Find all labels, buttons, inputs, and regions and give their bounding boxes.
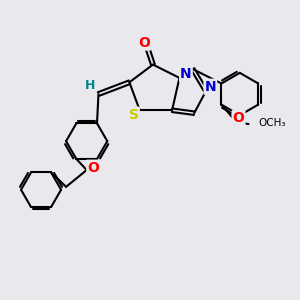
Text: OCH₃: OCH₃ — [259, 118, 286, 128]
Text: N: N — [180, 67, 192, 81]
Text: H: H — [85, 79, 95, 92]
Text: N: N — [205, 80, 216, 94]
Text: O: O — [87, 161, 99, 175]
Text: O: O — [138, 35, 150, 50]
Text: O: O — [232, 111, 244, 125]
Text: S: S — [129, 108, 139, 122]
